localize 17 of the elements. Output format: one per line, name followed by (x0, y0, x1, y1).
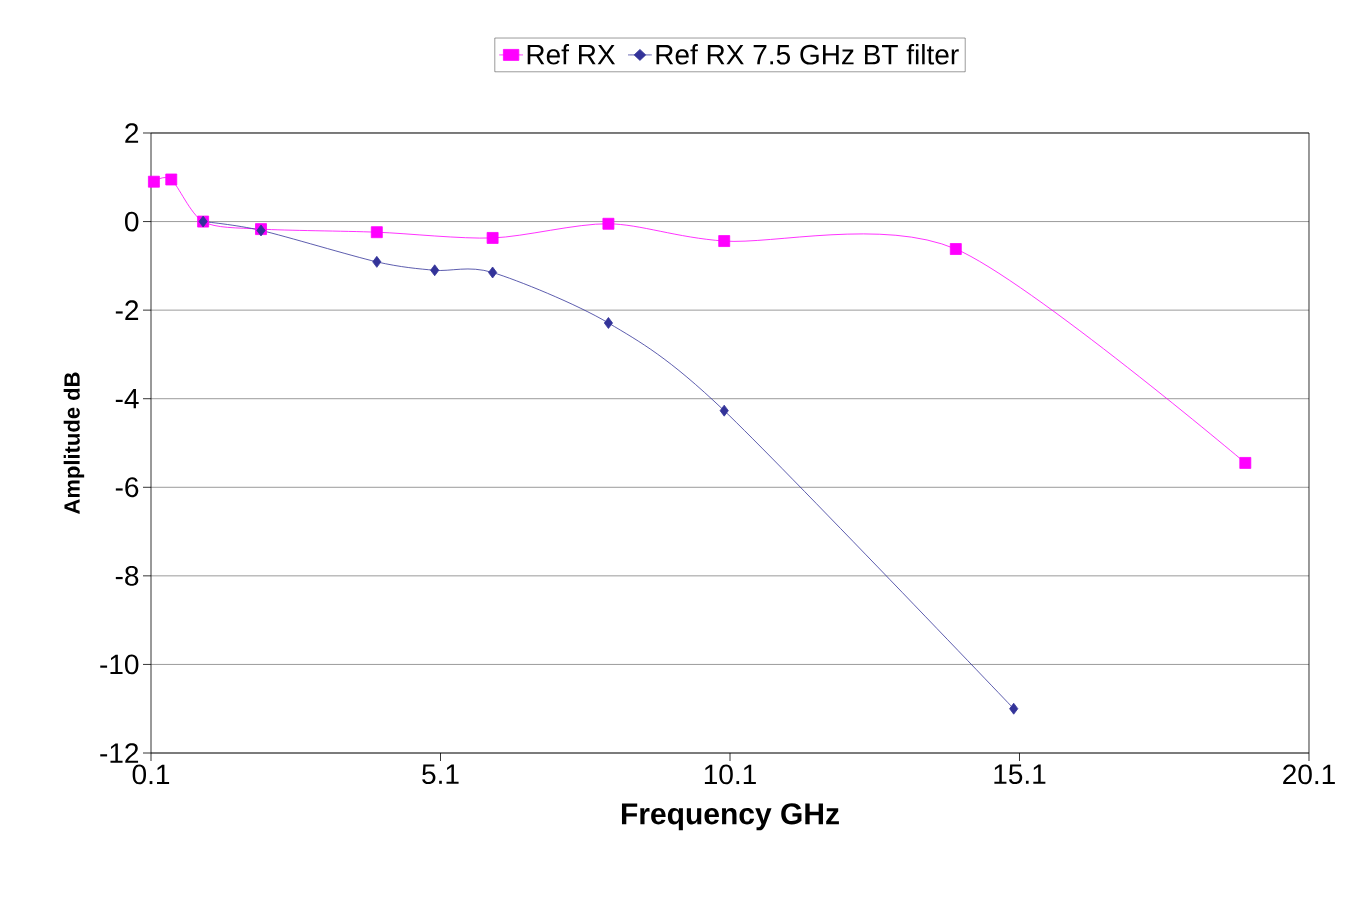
y-tick-label: -10 (100, 654, 139, 675)
y-tick-label: -2 (115, 300, 139, 320)
y-tick-label: 0 (125, 211, 139, 232)
x-tick-label: 10.1 (704, 764, 756, 785)
x-tick-label: 0.1 (132, 764, 170, 785)
y-tick-label: -6 (115, 477, 139, 498)
x-tick-label: 15.1 (994, 764, 1046, 785)
y-tick-label: -8 (115, 565, 139, 586)
x-tick-label: 20.1 (1283, 764, 1335, 785)
y-tick-label: 2 (125, 123, 139, 143)
y-tick-label: -12 (100, 743, 139, 763)
legend-label: Ref RX 7.5 GHz BT filter (656, 44, 959, 65)
y-axis-title: Amplitude dB (63, 372, 85, 514)
x-axis-title: Frequency GHz (621, 803, 839, 831)
legend-label: Ref RX (527, 44, 616, 65)
x-tick-label: 5.1 (422, 764, 459, 785)
y-tick-label: -4 (115, 389, 139, 409)
